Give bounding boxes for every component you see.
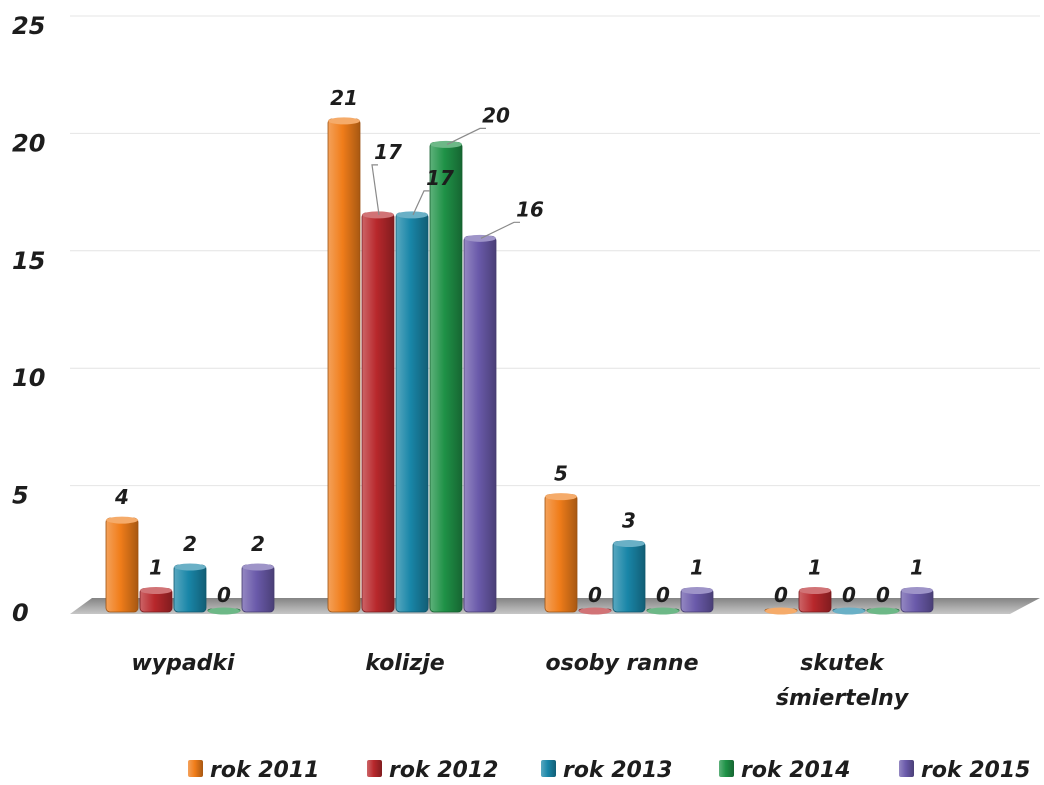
bar-cap	[765, 607, 797, 615]
bar-cap	[430, 140, 462, 148]
bar-cap	[242, 563, 274, 571]
bar-cap	[799, 587, 831, 595]
gridlines	[70, 15, 1040, 487]
data-label: 3	[622, 509, 636, 533]
data-label: 0	[588, 583, 602, 607]
bar-cap	[464, 234, 496, 242]
data-label: 1	[910, 556, 924, 580]
bar-wypadki-rok-2011	[105, 517, 139, 613]
bar-cap	[867, 607, 899, 615]
data-label: 17	[426, 166, 454, 190]
bar-cap	[579, 607, 611, 615]
legend-item-rok-2015: rok 2015	[899, 758, 1030, 783]
bar-cap	[396, 211, 428, 219]
bar-kolizje-rok-2015	[463, 235, 497, 613]
bar-kolizje-rok-2014	[429, 141, 463, 613]
legend: rok 2011 rok 2012 rok 2013 rok 2014 rok 2015	[188, 758, 1030, 783]
data-label: 1	[690, 556, 704, 580]
data-label: 17	[374, 140, 402, 164]
data-label: 20	[482, 103, 510, 127]
bar-kolizje-rok-2013	[395, 212, 429, 613]
bar-cap	[106, 516, 138, 524]
bar-osoby-ranne-rok-2011	[544, 494, 578, 613]
bar-cap	[647, 607, 679, 615]
legend-item-rok-2014: rok 2014	[719, 758, 850, 783]
category-label: wypadki	[131, 651, 235, 676]
leader-line	[412, 190, 430, 216]
bar-cap	[901, 587, 933, 595]
y-tick-label: 10	[12, 364, 45, 392]
data-label: 0	[656, 583, 670, 607]
legend-label: rok 2013	[563, 758, 672, 783]
data-label: 0	[876, 583, 890, 607]
data-label: 16	[516, 197, 544, 221]
bar-cap	[833, 607, 865, 615]
bar-cap	[545, 493, 577, 501]
category-label: kolizje	[365, 651, 444, 676]
legend-label: rok 2012	[389, 758, 498, 783]
legend-swatch	[719, 760, 734, 777]
bar-wypadki-rok-2015	[241, 564, 275, 613]
category-label: osoby ranne	[545, 651, 698, 676]
data-label: 5	[554, 462, 568, 486]
y-tick-label: 0	[12, 599, 29, 627]
legend-label: rok 2014	[741, 758, 850, 783]
legend-item-rok-2012: rok 2012	[367, 758, 498, 783]
data-label: 2	[251, 532, 265, 556]
legend-item-rok-2011: rok 2011	[188, 758, 319, 783]
bar-kolizje-rok-2012	[361, 212, 395, 613]
data-label: 0	[842, 583, 856, 607]
bar-cap	[208, 607, 240, 615]
data-label: 0	[774, 583, 788, 607]
bars	[105, 117, 934, 615]
data-label: 0	[217, 583, 231, 607]
legend-swatch	[188, 760, 203, 777]
legend-swatch	[899, 760, 914, 777]
y-tick-label: 5	[12, 482, 29, 510]
leader-line	[480, 221, 520, 239]
legend-item-rok-2013: rok 2013	[541, 758, 672, 783]
bar-cap	[140, 587, 172, 595]
bar-wypadki-rok-2013	[173, 564, 207, 613]
legend-label: rok 2015	[921, 758, 1030, 783]
data-label: 21	[330, 86, 358, 110]
category-label: skutek śmiertelny	[776, 651, 910, 711]
bar-osoby-ranne-rok-2013	[612, 541, 646, 613]
bar-cap	[613, 540, 645, 548]
y-tick-label: 25	[12, 12, 45, 40]
y-tick-label: 15	[12, 247, 45, 275]
legend-swatch	[367, 760, 382, 777]
data-label: 1	[808, 556, 822, 580]
data-label: 4	[114, 485, 129, 509]
legend-label: rok 2011	[210, 758, 319, 783]
leader-line	[371, 164, 380, 215]
data-label: 2	[183, 532, 197, 556]
bar-cap	[362, 211, 394, 219]
y-tick-label: 20	[12, 129, 45, 157]
bar-kolizje-rok-2011	[327, 118, 361, 613]
data-label: 1	[149, 556, 163, 580]
leader-line	[446, 127, 486, 145]
legend-swatch	[541, 760, 556, 777]
bar-cap	[328, 117, 360, 125]
bar-cap	[681, 587, 713, 595]
bar-cap	[174, 563, 206, 571]
